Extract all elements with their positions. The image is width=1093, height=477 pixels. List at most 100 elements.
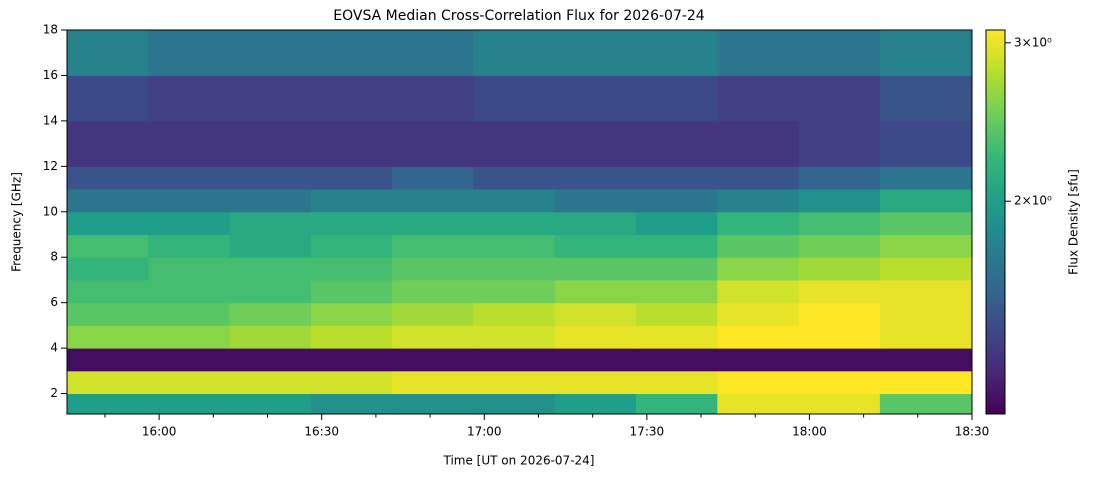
heatmap-cell [473, 189, 556, 213]
heatmap-cell [554, 75, 637, 122]
colorbar-segment [986, 230, 1005, 235]
heatmap-cell [229, 30, 312, 76]
heatmap-cell [554, 234, 637, 258]
colorbar-segment [986, 202, 1005, 207]
colorbar-segment [986, 42, 1005, 47]
colorbar-segment [986, 354, 1005, 359]
colorbar-segment [986, 338, 1005, 343]
heatmap-cell [798, 30, 881, 76]
colorbar-segment [986, 130, 1005, 135]
heatmap-cell [473, 211, 556, 235]
x-axis-label: Time [UT on 2026-07-24] [443, 454, 595, 468]
heatmap-cell [879, 234, 973, 258]
heatmap-cell [229, 120, 312, 167]
heatmap-cell [392, 30, 474, 76]
colorbar-segment [986, 242, 1005, 247]
heatmap-cell [310, 393, 393, 415]
colorbar-segment [986, 270, 1005, 275]
heatmap-cell [717, 189, 800, 213]
heatmap-cell [798, 348, 881, 372]
heatmap-cell [798, 75, 881, 122]
heatmap-cell [392, 189, 474, 213]
colorbar-segment [986, 382, 1005, 387]
heatmap-cell [636, 325, 718, 349]
colorbar-segment [986, 250, 1005, 255]
colorbar-segment [986, 126, 1005, 131]
colorbar-segment [986, 394, 1005, 399]
colorbar-segment [986, 98, 1005, 103]
colorbar-segment [986, 238, 1005, 243]
heatmap-cell [879, 75, 973, 122]
colorbar-segment [986, 370, 1005, 375]
heatmap-cell [554, 189, 637, 213]
heatmap-cell [798, 189, 881, 213]
colorbar-segment [986, 258, 1005, 263]
heatmap-cell [229, 370, 312, 395]
colorbar-segment [986, 374, 1005, 379]
heatmap-cell [554, 302, 637, 326]
colorbar-segment [986, 282, 1005, 287]
y-tick-label: 6 [50, 295, 58, 309]
heatmap-cell [310, 325, 393, 349]
heatmap-cell [798, 166, 881, 190]
heatmap-cell [148, 393, 231, 415]
heatmap-cell [879, 393, 973, 415]
colorbar-segment [986, 206, 1005, 211]
colorbar-segment [986, 146, 1005, 151]
colorbar-segment [986, 274, 1005, 279]
colorbar-segment [986, 74, 1005, 79]
colorbar-segment [986, 386, 1005, 391]
heatmap-cell [229, 279, 312, 304]
colorbar-segment [986, 222, 1005, 227]
heatmap-cell [229, 234, 312, 258]
heatmap-cell [636, 257, 718, 281]
colorbar-segment [986, 318, 1005, 323]
heatmap-cell [473, 30, 556, 76]
heatmap-cell [229, 75, 312, 122]
heatmap-cell [798, 393, 881, 415]
heatmap-cell [717, 325, 800, 349]
heatmap-cell [67, 30, 149, 76]
heatmap-cell [473, 279, 556, 304]
heatmap-cell [229, 166, 312, 190]
colorbar-segment [986, 326, 1005, 331]
colorbar-segment [986, 254, 1005, 259]
colorbar-segment [986, 294, 1005, 299]
colorbar-segment [986, 114, 1005, 119]
heatmap-cell [473, 370, 556, 395]
heatmap-cell [879, 348, 973, 372]
heatmap-cell [636, 234, 718, 258]
heatmap-cell [392, 348, 474, 372]
colorbar-segment [986, 350, 1005, 355]
heatmap-cell [392, 166, 474, 190]
heatmap-cell [798, 120, 881, 167]
colorbar-segment [986, 70, 1005, 75]
y-tick-label: 12 [43, 159, 58, 173]
heatmap-cell [636, 370, 718, 395]
heatmap-cell [636, 30, 718, 76]
heatmap-cell [67, 393, 149, 415]
colorbar-segment [986, 186, 1005, 191]
colorbar-segment [986, 218, 1005, 223]
heatmap-cell [310, 348, 393, 372]
colorbar-segment [986, 266, 1005, 271]
colorbar-label: Flux Density [sfu] [1067, 169, 1081, 275]
colorbar-segment [986, 262, 1005, 267]
colorbar-segment [986, 214, 1005, 219]
heatmap-cell [717, 279, 800, 304]
heatmap-cell [392, 370, 474, 395]
heatmap-cell [392, 120, 474, 167]
colorbar-segment [986, 246, 1005, 251]
heatmap-cell [67, 75, 149, 122]
colorbar-segment [986, 226, 1005, 231]
colorbar-segment [986, 306, 1005, 311]
x-tick-label: 18:00 [792, 425, 827, 439]
heatmap-cell [636, 348, 718, 372]
heatmap-cell [310, 189, 393, 213]
colorbar-segment [986, 154, 1005, 159]
colorbar-segment [986, 38, 1005, 43]
colorbar-segment [986, 162, 1005, 167]
heatmap-cell [554, 370, 637, 395]
heatmap-cell [879, 302, 973, 326]
colorbar-segment [986, 290, 1005, 295]
